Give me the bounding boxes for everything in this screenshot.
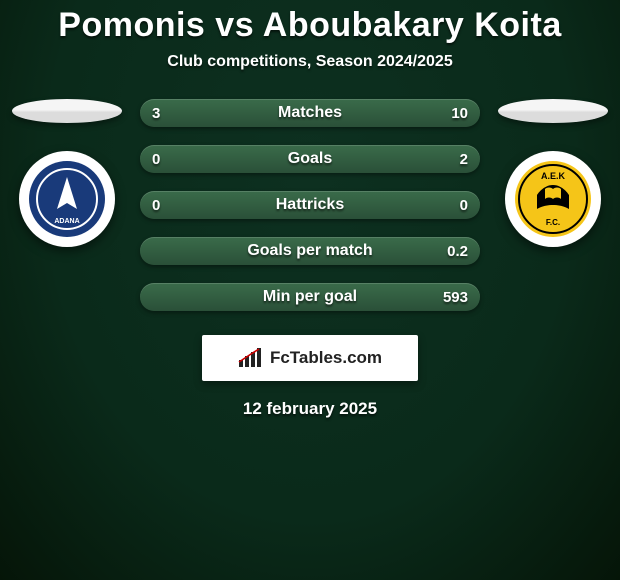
stat-label: Min per goal bbox=[140, 288, 480, 306]
right-side: A.E.K F.C. bbox=[498, 99, 608, 247]
chart-icon bbox=[238, 348, 264, 368]
left-side: ADANA bbox=[12, 99, 122, 247]
page-title: Pomonis vs Aboubakary Koita bbox=[0, 6, 620, 45]
stat-right-value: 593 bbox=[434, 289, 468, 306]
svg-text:ADANA: ADANA bbox=[54, 218, 79, 225]
brand-box: FcTables.com bbox=[202, 335, 418, 381]
stat-row-gpm: Goals per match 0.2 bbox=[140, 237, 480, 265]
right-club-badge: A.E.K F.C. bbox=[505, 151, 601, 247]
right-flag bbox=[498, 99, 608, 123]
stats-column: 3 Matches 10 0 Goals 2 0 Hattricks 0 Goa… bbox=[140, 99, 480, 311]
date-text: 12 february 2025 bbox=[0, 399, 620, 419]
svg-text:F.C.: F.C. bbox=[546, 218, 560, 227]
left-flag bbox=[12, 99, 122, 123]
aek-badge-icon: A.E.K F.C. bbox=[513, 159, 593, 239]
stat-right-value: 0.2 bbox=[434, 243, 468, 260]
stat-label: Hattricks bbox=[140, 196, 480, 214]
stat-left-value: 0 bbox=[152, 151, 186, 168]
main-row: ADANA 3 Matches 10 0 Goals 2 0 Hattricks… bbox=[0, 99, 620, 311]
adana-badge-icon: ADANA bbox=[27, 159, 107, 239]
left-club-badge: ADANA bbox=[19, 151, 115, 247]
stat-left-value: 0 bbox=[152, 197, 186, 214]
stat-left-value: 3 bbox=[152, 105, 186, 122]
stat-row-goals: 0 Goals 2 bbox=[140, 145, 480, 173]
stat-row-matches: 3 Matches 10 bbox=[140, 99, 480, 127]
subtitle: Club competitions, Season 2024/2025 bbox=[0, 53, 620, 71]
brand-text: FcTables.com bbox=[270, 348, 382, 368]
stat-row-hattricks: 0 Hattricks 0 bbox=[140, 191, 480, 219]
stat-right-value: 10 bbox=[434, 105, 468, 122]
stat-right-value: 0 bbox=[434, 197, 468, 214]
stat-right-value: 2 bbox=[434, 151, 468, 168]
stat-label: Goals bbox=[140, 150, 480, 168]
infographic-root: Pomonis vs Aboubakary Koita Club competi… bbox=[0, 0, 620, 580]
stat-label: Matches bbox=[140, 104, 480, 122]
stat-row-mpg: Min per goal 593 bbox=[140, 283, 480, 311]
svg-text:A.E.K: A.E.K bbox=[541, 171, 566, 181]
stat-label: Goals per match bbox=[140, 242, 480, 260]
